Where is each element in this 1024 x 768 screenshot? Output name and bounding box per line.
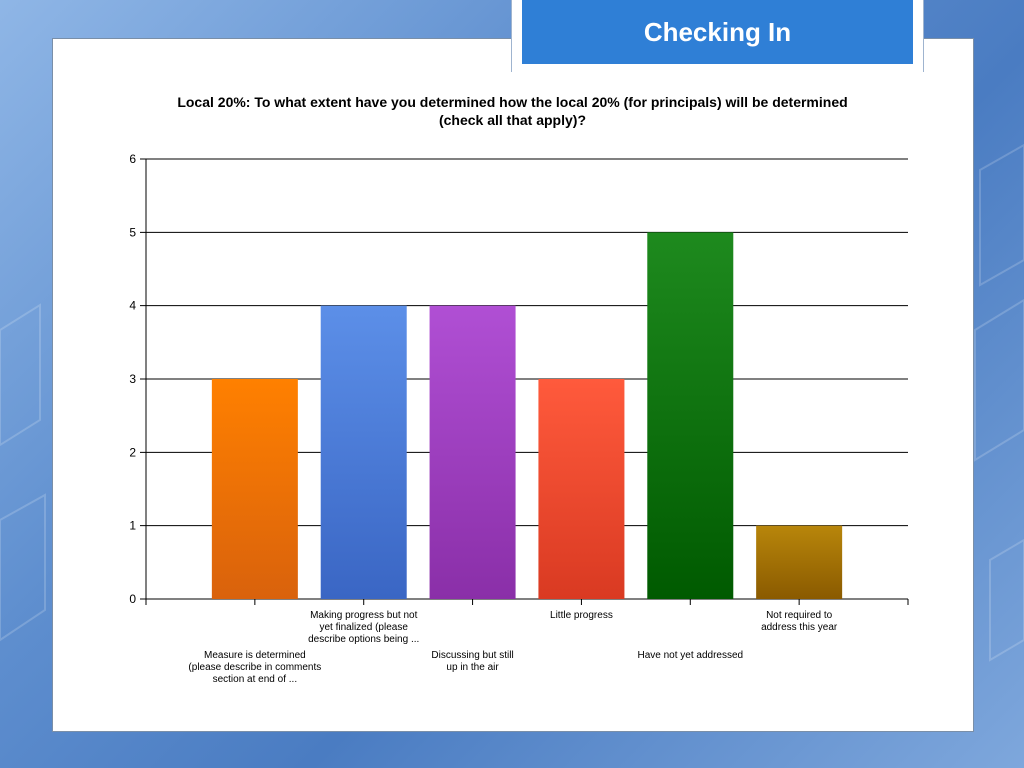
y-tick-label: 0: [129, 592, 136, 606]
x-category-label-line: Measure is determined: [203, 650, 306, 661]
x-category-label: Little progress: [501, 610, 661, 622]
slide-title: Checking In: [522, 0, 913, 64]
x-category-label-line: describe options being ...: [308, 634, 420, 645]
y-tick-label: 4: [129, 299, 136, 313]
bar-4: [538, 379, 625, 599]
bar-3: [429, 305, 516, 599]
x-category-label-line: address this year: [761, 622, 838, 633]
bar-6: [756, 525, 843, 599]
bar-1: [211, 379, 298, 599]
x-category-label-line: Discussing but still: [431, 650, 514, 661]
chart-title: Local 20%: To what extent have you deter…: [177, 94, 848, 128]
title-tab: Checking In: [511, 0, 924, 72]
x-category-label: Making progress but not yet finalized (pl…: [284, 610, 444, 646]
x-category-label-line: Little progress: [550, 610, 613, 621]
x-category-label-line: (please describe in comments: [188, 662, 322, 673]
y-tick-label: 3: [129, 372, 136, 386]
x-category-label: Measure is determined (please describe in…: [175, 650, 335, 686]
bar-5: [647, 232, 734, 600]
x-category-label-line: Making progress but not: [310, 610, 418, 621]
bar-2: [320, 305, 407, 599]
x-category-label: Discussing but still up in the air: [393, 650, 553, 674]
y-tick-label: 6: [129, 152, 136, 166]
y-tick-label: 1: [129, 519, 136, 533]
x-category-label: Have not yet addressed: [610, 650, 770, 662]
x-category-label-line: Have not yet addressed: [637, 650, 744, 661]
x-category-label-line: yet finalized (please: [319, 622, 408, 633]
x-category-label-line: section at end of ...: [212, 674, 298, 685]
y-tick-label: 2: [129, 445, 136, 459]
y-tick-label: 5: [129, 225, 136, 239]
x-category-label: Not required to address this year: [719, 610, 879, 634]
x-category-label-line: Not required to: [766, 610, 833, 621]
x-category-label-line: up in the air: [446, 662, 499, 673]
